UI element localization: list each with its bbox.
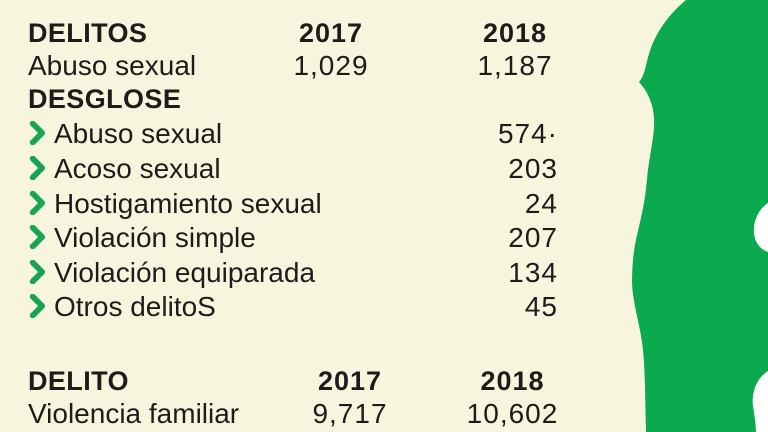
list-item: Violación simple 207 bbox=[0, 222, 768, 256]
table1-col-2017: 2017 bbox=[298, 18, 364, 48]
list-item: Acoso sexual 203 bbox=[0, 153, 768, 187]
list-item: Otros delitoS 45 bbox=[0, 291, 768, 325]
list-item-label: Violación simple bbox=[54, 222, 256, 253]
list-item-label: Abuso sexual bbox=[54, 118, 223, 149]
table1-data-row: Abuso sexual 1,029 1,187 bbox=[0, 50, 768, 84]
list-item: Abuso sexual 574· bbox=[0, 118, 768, 152]
list-item: Hostigamiento sexual 24 bbox=[0, 188, 768, 222]
table2-row-label: Violencia familiar bbox=[28, 398, 240, 429]
list-item-value: 207 bbox=[508, 222, 558, 253]
chevron-right-icon bbox=[29, 121, 46, 145]
table2-title: DELITO bbox=[28, 366, 129, 396]
list-item-label: Violación equiparada bbox=[54, 257, 316, 288]
desglose-title-row: DESGLOSE bbox=[0, 84, 768, 118]
list-item-label: Acoso sexual bbox=[54, 153, 221, 184]
table1-value-2017: 1,029 bbox=[293, 50, 369, 81]
table1-col-2018: 2018 bbox=[482, 18, 548, 48]
chevron-right-icon bbox=[29, 156, 46, 180]
chevron-right-icon bbox=[29, 260, 46, 284]
list-item-value: 24 bbox=[524, 188, 558, 219]
list-item-value: 574· bbox=[497, 118, 558, 149]
table2-header-row: DELITO 2017 2018 bbox=[0, 366, 768, 400]
chevron-right-icon bbox=[29, 225, 46, 249]
chevron-right-icon bbox=[29, 191, 46, 215]
list-item-value: 134 bbox=[508, 257, 558, 288]
table2-value-2018: 10,602 bbox=[466, 398, 559, 429]
table1-title: DELITOS bbox=[28, 18, 148, 48]
table1-value-2018: 1,187 bbox=[477, 50, 553, 81]
table2-col-2018: 2018 bbox=[480, 366, 545, 396]
chevron-right-icon bbox=[29, 294, 46, 318]
table2-col-2017: 2017 bbox=[317, 366, 383, 396]
list-item-value: 45 bbox=[524, 291, 558, 322]
list-item-label: Hostigamiento sexual bbox=[54, 188, 322, 219]
list-item-label: Otros delitoS bbox=[54, 291, 216, 322]
table2-value-2017: 9,717 bbox=[312, 398, 388, 429]
table1-row-label: Abuso sexual bbox=[28, 50, 197, 81]
list-item: Violación equiparada 134 bbox=[0, 257, 768, 291]
table2-data-row: Violencia familiar 9,717 10,602 bbox=[0, 398, 768, 432]
table1-header-row: DELITOS 2017 2018 bbox=[0, 18, 768, 52]
desglose-title: DESGLOSE bbox=[28, 84, 182, 114]
list-item-value: 203 bbox=[508, 153, 558, 184]
